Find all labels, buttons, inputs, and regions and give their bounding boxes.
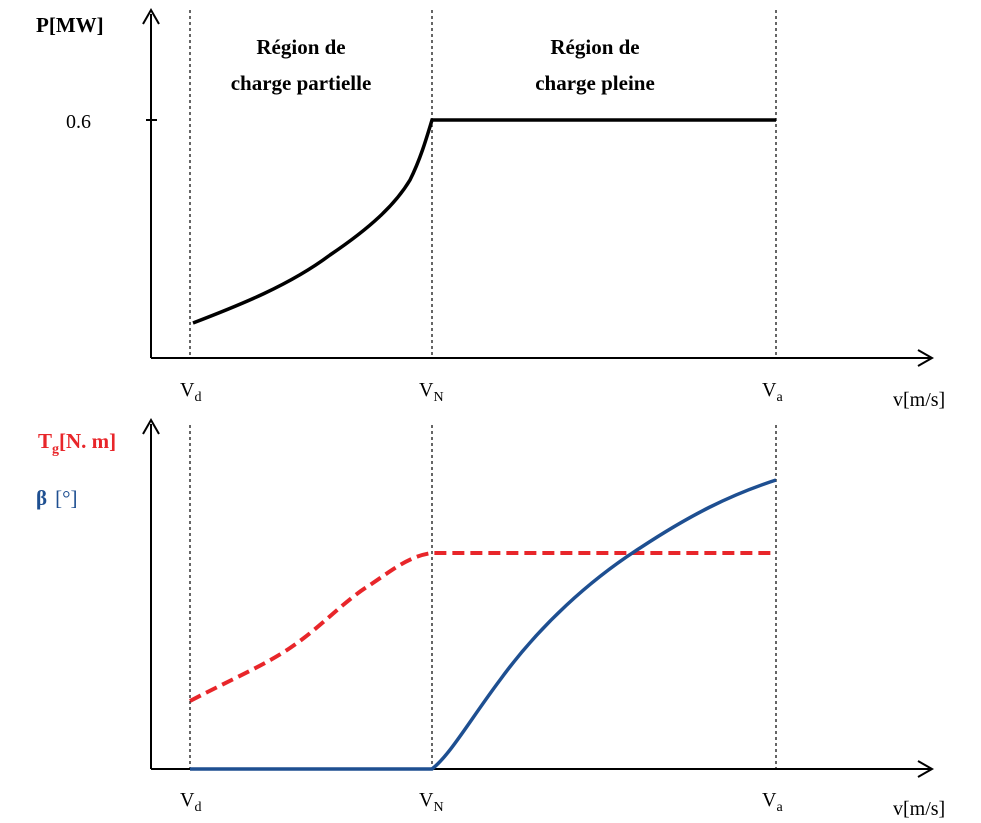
top-x-tick-vd: Vd bbox=[180, 379, 201, 405]
top-x-axis-arrow bbox=[917, 349, 935, 367]
bottom-x-tick-vd: Vd bbox=[180, 789, 201, 815]
region-partial-label-line1: Région de bbox=[256, 35, 345, 59]
top-plot: 0.6 P[MW] Région de charge partielle Rég… bbox=[36, 7, 945, 411]
top-x-axis-label: v[m/s] bbox=[893, 389, 945, 411]
torque-axis-label: Tg[N. m] bbox=[38, 429, 116, 457]
bottom-plot: Tg[N. m] β [°] Vd VN Va v[m/s] bbox=[36, 417, 945, 820]
region-partial-label-line2: charge partielle bbox=[231, 71, 372, 95]
top-y-axis-label: P[MW] bbox=[36, 13, 104, 37]
top-x-tick-va: Va bbox=[762, 379, 783, 405]
pitch-axis-label: β [°] bbox=[36, 486, 77, 510]
top-y-axis-arrow bbox=[142, 7, 160, 25]
bottom-y-axis-arrow bbox=[142, 417, 160, 435]
top-x-tick-vn: VN bbox=[419, 379, 444, 405]
pitch-curve bbox=[190, 478, 777, 771]
region-full-label-line2: charge pleine bbox=[535, 71, 655, 95]
region-full-label-line1: Région de bbox=[550, 35, 639, 59]
top-y-tick-label: 0.6 bbox=[66, 111, 91, 133]
bottom-x-tick-va: Va bbox=[762, 789, 783, 815]
bottom-x-axis-label: v[m/s] bbox=[893, 798, 945, 820]
power-curve bbox=[192, 118, 776, 325]
bottom-x-tick-vn: VN bbox=[419, 789, 444, 815]
top-y-label-unit: [MW] bbox=[49, 13, 104, 37]
torque-curve bbox=[189, 551, 776, 703]
bottom-x-axis-arrow bbox=[917, 760, 935, 778]
top-y-label-main: P bbox=[36, 13, 49, 37]
